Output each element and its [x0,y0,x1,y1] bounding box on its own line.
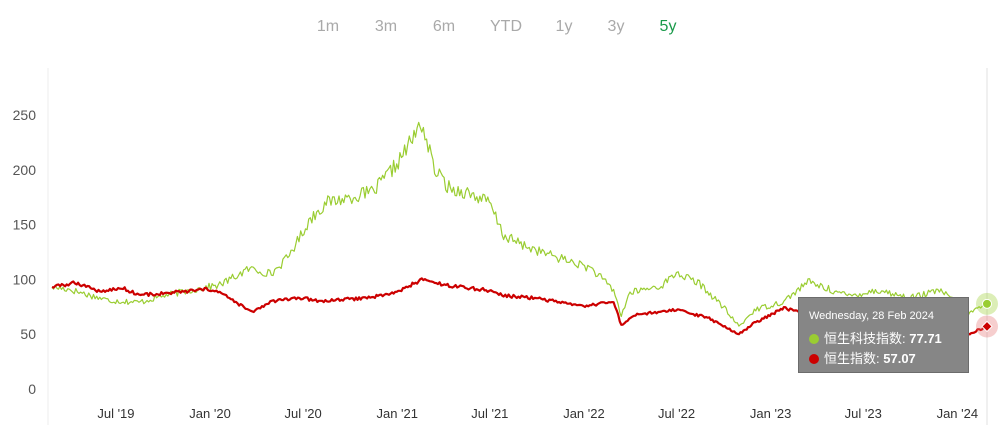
y-tick-label: 100 [13,271,37,287]
range-3m-button[interactable]: 3m [374,18,398,35]
y-tick-label: 250 [13,107,37,123]
hstech-hover-marker [982,298,992,309]
y-axis: 0 50 100 150 200 250 [13,107,37,397]
x-tick-label: Jan '20 [189,406,231,421]
y-tick-label: 150 [13,217,37,233]
hover-markers [976,292,998,338]
hsi-hover-marker [981,320,993,333]
tooltip-hsi-dot [809,354,819,364]
tooltip-row-hsi: 恒生指数: 57.07 [809,348,916,367]
y-tick-label: 0 [28,381,36,397]
x-axis: Jul '19 Jan '20 Jul '20 Jan '21 Jul '21 Jan '… [97,406,978,421]
range-selector: 1m 3m 6m YTD 1y 3y 5y [0,18,1002,44]
tooltip: Wednesday, 28 Feb 2024 恒生科技指数: 77.71 恒生指… [798,297,969,373]
tooltip-hsi-label: 恒生指数 [824,351,877,366]
range-3y-button[interactable]: 3y [607,18,625,35]
y-tick-label: 50 [20,326,36,342]
tooltip-date: Wednesday, 28 Feb 2024 [809,310,934,322]
x-tick-label: Jan '24 [937,406,979,421]
range-ytd-button[interactable]: YTD [490,18,522,35]
tooltip-row-hstech: 恒生科技指数: 77.71 [809,328,942,347]
x-tick-label: Jul '22 [658,406,695,421]
x-tick-label: Jul '21 [471,406,508,421]
range-6m-button[interactable]: 6m [432,18,456,35]
x-tick-label: Jul '23 [845,406,882,421]
x-tick-label: Jan '23 [750,406,792,421]
range-5y-button[interactable]: 5y [659,18,677,35]
x-tick-label: Jul '19 [97,406,134,421]
x-tick-label: Jan '21 [376,406,418,421]
range-1y-button[interactable]: 1y [555,18,573,35]
y-tick-label: 200 [13,162,37,178]
tooltip-hstech-label: 恒生科技指数 [824,331,903,346]
tooltip-hstech-value: 77.71 [909,331,942,346]
range-1m-button[interactable]: 1m [316,18,340,35]
x-tick-label: Jul '20 [285,406,322,421]
hstech-series-line [51,121,988,327]
x-tick-label: Jan '22 [563,406,605,421]
tooltip-hsi-value: 57.07 [883,351,916,366]
tooltip-hstech-dot [809,334,819,344]
